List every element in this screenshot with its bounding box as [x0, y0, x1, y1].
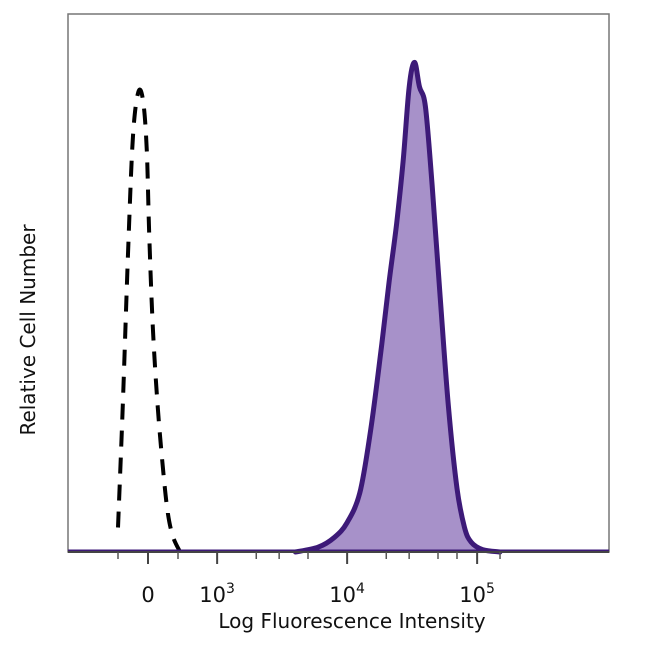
x-tick-label-base: 10: [329, 583, 356, 607]
x-tick-label-base: 10: [199, 583, 226, 607]
series-1-line: [292, 59, 503, 555]
x-tick-label-exponent: 3: [226, 581, 235, 597]
series-0-line: [116, 87, 182, 553]
x-tick-label-base: 0: [141, 583, 154, 607]
x-tick-label-base: 10: [459, 583, 486, 607]
x-tick-label-2: 104: [329, 581, 365, 607]
series-1-fill: [295, 62, 500, 553]
x-tick-label-3: 105: [459, 581, 495, 607]
x-tick-label-exponent: 5: [486, 581, 495, 597]
x-axis-tick-labels: 0 103 104 105: [141, 581, 495, 607]
x-tick-label-0: 0: [141, 583, 154, 607]
x-axis-title: Log Fluorescence Intensity: [218, 609, 485, 633]
x-tick-label-exponent: 4: [356, 581, 365, 597]
x-axis-ticks: [117, 552, 501, 564]
series-layer: [68, 59, 609, 555]
y-axis-title: Relative Cell Number: [16, 224, 40, 436]
x-tick-label-1: 103: [199, 581, 235, 607]
